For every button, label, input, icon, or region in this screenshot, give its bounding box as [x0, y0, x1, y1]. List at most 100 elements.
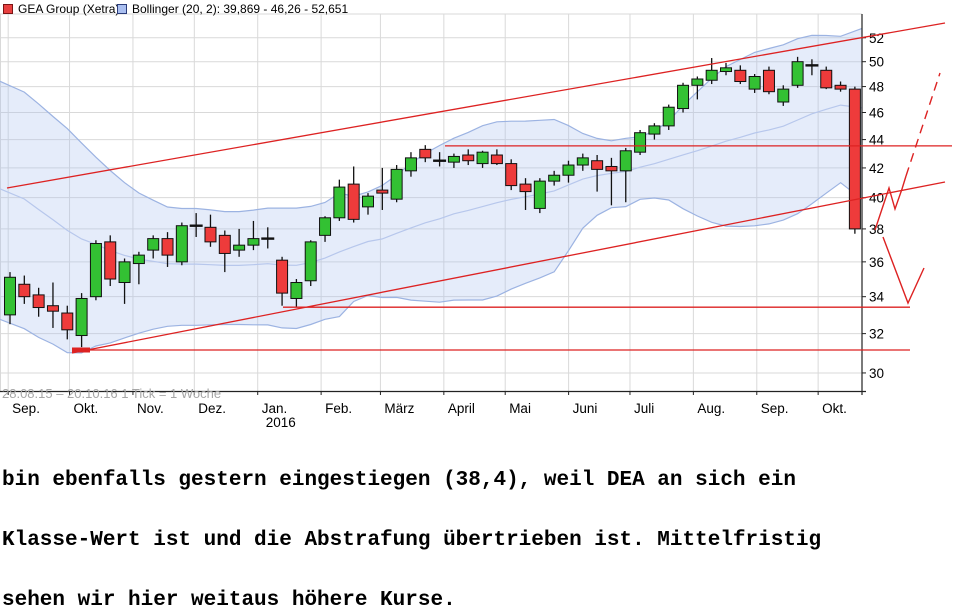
candle-body — [347, 183, 360, 220]
candle-body — [376, 189, 389, 194]
x-month-label: Jan. — [262, 401, 288, 416]
y-tick-label: 40 — [869, 191, 884, 206]
candle-body — [319, 217, 332, 236]
legend-item-gea: GEA Group (Xetra) — [3, 2, 119, 16]
candle-body — [648, 125, 661, 135]
legend-item-bollinger: Bollinger (20, 2): 39,869 - 46,26 - 52,6… — [117, 2, 348, 16]
candle-body — [175, 225, 188, 263]
bollinger-band-fill — [0, 28, 862, 353]
candle-body — [777, 88, 790, 103]
candle-body — [161, 238, 174, 256]
candle-body — [204, 226, 217, 243]
candle-body — [276, 259, 289, 294]
candle-body — [662, 106, 675, 127]
candle-body — [834, 84, 847, 90]
y-tick-label: 38 — [869, 222, 884, 237]
candle-body — [720, 67, 732, 73]
x-year-label: 2016 — [266, 415, 296, 428]
y-tick-label: 32 — [869, 327, 884, 342]
candle-body — [677, 84, 690, 110]
x-month-label: Feb. — [325, 401, 352, 416]
y-tick-label: 46 — [869, 106, 884, 121]
candle-body — [419, 148, 432, 159]
x-month-label: Okt. — [822, 401, 847, 416]
candle-body — [75, 297, 88, 337]
x-month-label: Dez. — [198, 401, 226, 416]
candle-body — [132, 254, 145, 265]
candle-body — [89, 243, 102, 298]
candle-body — [233, 244, 246, 251]
candle-body — [576, 157, 589, 166]
x-month-label: Mai — [509, 401, 531, 416]
legend-label-gea: GEA Group (Xetra) — [18, 2, 120, 16]
x-month-label: Aug. — [697, 401, 725, 416]
candle-body — [748, 75, 761, 90]
candle-body — [147, 238, 160, 251]
candle-body — [705, 69, 718, 81]
x-month-label: Nov. — [137, 401, 164, 416]
candle-body — [605, 165, 618, 172]
x-month-label: Sep. — [12, 401, 40, 416]
candle-body — [591, 160, 604, 170]
commentary-line: sehen wir hier weitaus höhere Kurse. — [2, 589, 456, 612]
candle-body — [304, 241, 317, 282]
trend-channel-line — [71, 181, 946, 354]
candle-body — [4, 276, 16, 316]
candle-body — [218, 234, 231, 254]
candle-body — [362, 195, 374, 208]
candle-body — [562, 164, 575, 176]
candle-body — [390, 168, 403, 200]
x-month-label: April — [448, 401, 475, 416]
commentary-line: bin ebenfalls gestern eingestiegen (38,4… — [2, 469, 796, 492]
y-tick-label: 48 — [869, 80, 884, 95]
projection-dip-v — [882, 236, 925, 305]
candle-body — [634, 132, 647, 153]
candle-body — [519, 183, 532, 193]
bollinger-series-swatch-icon — [117, 4, 127, 14]
candle-body — [118, 261, 131, 284]
y-tick-label: 36 — [869, 255, 884, 270]
y-tick-label: 50 — [869, 55, 884, 70]
candle-body — [820, 69, 833, 89]
x-month-label: Juni — [573, 401, 598, 416]
candle-body — [691, 78, 704, 86]
commentary-line: Klasse-Wert ist und die Abstrafung übert… — [2, 529, 822, 552]
projection-zigzag-up — [874, 175, 907, 231]
candle-body — [505, 163, 518, 187]
candle-body — [32, 294, 45, 309]
candle-body — [533, 180, 546, 209]
candle-body — [848, 88, 861, 230]
candle-body — [548, 174, 561, 182]
candle-body — [290, 282, 303, 299]
candle-body — [333, 186, 346, 219]
candle-body — [18, 283, 31, 298]
y-tick-label: 30 — [869, 366, 884, 381]
legend-label-bollinger: Bollinger (20, 2): 39,869 - 46,26 - 52,6… — [132, 2, 349, 16]
candle-body — [46, 305, 59, 312]
candle-body — [104, 241, 117, 280]
candle-body — [462, 154, 475, 162]
y-tick-label: 52 — [869, 31, 884, 46]
bollinger-lower-line — [0, 181, 863, 354]
gea-series-swatch-icon — [3, 4, 13, 14]
candle-body — [247, 238, 260, 246]
x-month-label: März — [384, 401, 414, 416]
trend-channel-line — [6, 22, 946, 189]
x-month-label: Juli — [634, 401, 654, 416]
date-range-note: 28.08.15 – 20.10.16 1 Tick = 1 Woche — [2, 386, 221, 401]
projection-zigzag-up-dashed — [905, 72, 941, 177]
y-tick-label: 34 — [869, 290, 885, 305]
y-tick-label: 42 — [869, 161, 884, 176]
candle-body — [762, 69, 775, 93]
y-tick-label: 44 — [869, 133, 885, 148]
candle-body — [476, 151, 489, 165]
candle-body — [619, 150, 632, 172]
candle-body — [791, 61, 804, 86]
candle-body — [404, 157, 417, 172]
candle-body — [490, 154, 503, 165]
candle-body — [61, 312, 74, 331]
x-month-label: Okt. — [74, 401, 99, 416]
user-commentary: bin ebenfalls gestern eingestiegen (38,4… — [2, 431, 967, 616]
candle-body — [734, 69, 747, 83]
